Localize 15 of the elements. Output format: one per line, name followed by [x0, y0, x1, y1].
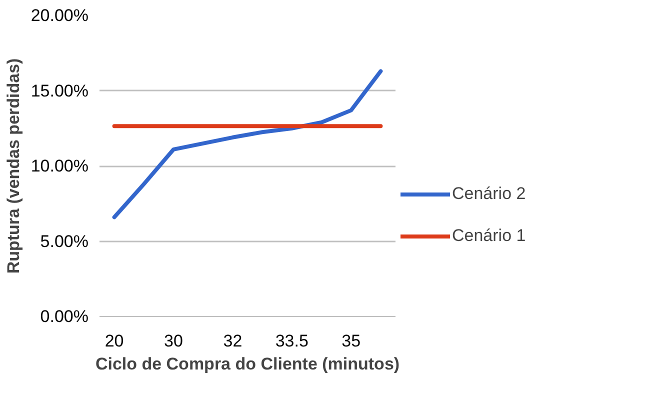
y-tick-label: 5.00% — [40, 232, 88, 251]
legend-label: Cenário 1 — [452, 226, 526, 246]
x-tick-label: 33.5 — [275, 332, 308, 350]
y-tick-label: 15.00% — [30, 81, 89, 100]
x-tick-label: 20 — [104, 332, 124, 350]
line-series — [112, 69, 383, 220]
y-axis-title: Ruptura (vendas perdidas) — [4, 58, 23, 274]
y-tick-label: 10.00% — [30, 156, 89, 176]
y-tick-label: 0.00% — [40, 307, 88, 326]
y-tick-label: 20.00% — [30, 6, 89, 25]
x-tick-label: 30 — [164, 332, 183, 350]
x-axis-title: Ciclo de Compra do Cliente (minutos) — [95, 354, 400, 374]
x-tick-label: 35 — [342, 332, 361, 350]
x-tick-label: 32 — [223, 332, 242, 350]
legend-label: Cenário 2 — [452, 184, 526, 204]
